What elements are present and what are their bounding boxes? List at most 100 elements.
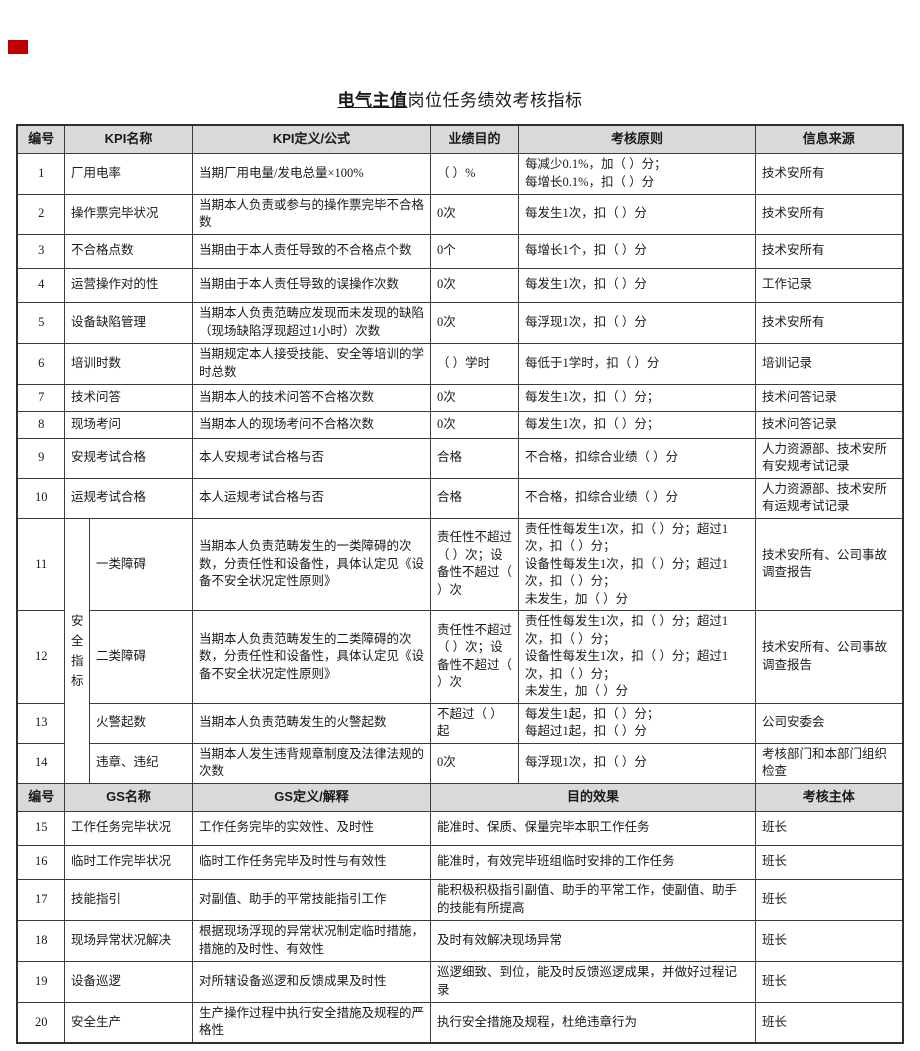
kpi-header-principle: 考核原则 (518, 124, 756, 154)
cell-principle: 每浮现1次，扣（ ）分 (518, 742, 756, 784)
cell-goal: 合格 (430, 477, 519, 519)
cell-effect: 能准时、保质、保量完毕本职工作任务 (430, 810, 756, 846)
cell-principle: 每浮现1次，扣（ ）分 (518, 301, 756, 344)
cell-subject: 班长 (755, 919, 903, 962)
safety-group-cell: 安全指标 (63, 517, 90, 784)
cell-goal: 0次 (430, 742, 519, 784)
kpi-header-def: KPI定义/公式 (192, 124, 431, 154)
cell-goal: 0次 (430, 383, 519, 412)
kpi-header-source: 信息来源 (755, 124, 903, 154)
cell-no: 1 (16, 152, 65, 195)
cell-subject: 班长 (755, 1001, 903, 1044)
gs-header-subject: 考核主体 (755, 782, 903, 812)
cell-principle: 每发生1次，扣（ ）分； (518, 383, 756, 412)
kpi-row-2: 2 操作票完毕状况 当期本人负责或参与的操作票完毕不合格数 0次 每发生1次，扣… (16, 193, 903, 235)
cell-name: 操作票完毕状况 (63, 193, 194, 235)
cell-goal: 责任性不超过（ ）次；设备性不超过（ ）次 (430, 610, 519, 704)
gs-header-row: 编号 GS名称 GS定义/解释 目的效果 考核主体 (16, 782, 903, 812)
cell-source: 技术安所有、公司事故调查报告 (755, 610, 903, 704)
cell-source: 技术安所有 (755, 193, 903, 235)
cell-no: 18 (16, 919, 65, 962)
gs-row-20: 20 安全生产 生产操作过程中执行安全措施及规程的严格性 执行安全措施及规程，杜… (16, 1001, 903, 1044)
title-rest: 岗位任务绩效考核指标 (407, 91, 583, 110)
kpi-row-10: 10 运规考试合格 本人运规考试合格与否 合格 不合格，扣综合业绩（ ）分 人力… (16, 477, 903, 519)
cell-def: 本人运规考试合格与否 (192, 477, 431, 519)
cell-def: 工作任务完毕的实效性、及时性 (192, 810, 431, 846)
cell-def: 当期规定本人接受技能、安全等培训的学时总数 (192, 342, 431, 385)
cell-def: 对所辖设备巡逻和反馈成果及时性 (192, 960, 431, 1003)
cell-def: 当期由于本人责任导致的不合格点个数 (192, 233, 431, 269)
kpi-table: 编号 KPI名称 KPI定义/公式 业绩目的 考核原则 信息来源 1 厂用电率 … (16, 124, 904, 1044)
cell-goal: 0次 (430, 193, 519, 235)
cell-name: 临时工作完毕状况 (63, 844, 194, 880)
cell-source: 技术安所有 (755, 301, 903, 344)
cell-principle: 每发生1起，扣（ ）分； 每超过1起，扣（ ）分 (518, 702, 756, 744)
cell-no: 14 (16, 742, 65, 784)
cell-source: 技术问答记录 (755, 410, 903, 439)
cell-source: 人力资源部、技术安所有安规考试记录 (755, 437, 903, 479)
cell-no: 4 (16, 267, 65, 303)
cell-source: 工作记录 (755, 267, 903, 303)
kpi-row-6: 6 培训时数 当期规定本人接受技能、安全等培训的学时总数 （ ）学时 每低于1学… (16, 342, 903, 385)
cell-def: 临时工作任务完毕及时性与有效性 (192, 844, 431, 880)
gs-row-15: 15 工作任务完毕状况 工作任务完毕的实效性、及时性 能准时、保质、保量完毕本职… (16, 810, 903, 846)
cell-effect: 能准时，有效完毕班组临时安排的工作任务 (430, 844, 756, 880)
cell-def: 本人安规考试合格与否 (192, 437, 431, 479)
cell-principle: 每发生1次，扣（ ）分； (518, 410, 756, 439)
kpi-row-9: 9 安规考试合格 本人安规考试合格与否 合格 不合格，扣综合业绩（ ）分 人力资… (16, 437, 903, 479)
cell-name: 现场考问 (63, 410, 194, 439)
cell-source: 公司安委会 (755, 702, 903, 744)
kpi-row-12: 12 二类障碍 当期本人负责范畴发生的二类障碍的次数，分责任性和设备性，具体认定… (16, 610, 903, 704)
cell-principle: 每减少0.1%，加（ ）分； 每增长0.1%，扣（ ）分 (518, 152, 756, 195)
cell-name: 运规考试合格 (63, 477, 194, 519)
cell-no: 17 (16, 878, 65, 921)
cell-def: 对副值、助手的平常技能指引工作 (192, 878, 431, 921)
cell-goal: （ ）% (430, 152, 519, 195)
kpi-row-5: 5 设备缺陷管理 当期本人负责范畴应发现而未发现的缺陷（现场缺陷浮现超过1小时）… (16, 301, 903, 344)
cell-def: 当期由于本人责任导致的误操作次数 (192, 267, 431, 303)
gs-row-19: 19 设备巡逻 对所辖设备巡逻和反馈成果及时性 巡逻细致、到位，能及时反馈巡逻成… (16, 960, 903, 1003)
gs-header-def: GS定义/解释 (192, 782, 431, 812)
kpi-header-no: 编号 (16, 124, 65, 154)
cell-no: 8 (16, 410, 65, 439)
kpi-row-1: 1 厂用电率 当期厂用电量/发电总量×100% （ ）% 每减少0.1%，加（ … (16, 152, 903, 195)
kpi-row-13: 13 火警起数 当期本人负责范畴发生的火警起数 不超过（ ）起 每发生1起，扣（… (16, 702, 903, 744)
cell-principle: 每发生1次，扣（ ）分 (518, 193, 756, 235)
cell-name: 设备缺陷管理 (63, 301, 194, 344)
cell-def: 生产操作过程中执行安全措施及规程的严格性 (192, 1001, 431, 1044)
kpi-row-7: 7 技术问答 当期本人的技术问答不合格次数 0次 每发生1次，扣（ ）分； 技术… (16, 383, 903, 412)
gs-row-16: 16 临时工作完毕状况 临时工作任务完毕及时性与有效性 能准时，有效完毕班组临时… (16, 844, 903, 880)
cell-source: 技术安所有 (755, 152, 903, 195)
cell-principle: 每增长1个，扣（ ）分 (518, 233, 756, 269)
cell-no: 6 (16, 342, 65, 385)
page-title: 电气主值岗位任务绩效考核指标 (0, 86, 920, 111)
cell-no: 7 (16, 383, 65, 412)
cell-name: 火警起数 (88, 702, 194, 744)
cell-source: 考核部门和本部门组织检查 (755, 742, 903, 784)
cell-no: 2 (16, 193, 65, 235)
gs-row-17: 17 技能指引 对副值、助手的平常技能指引工作 能积极积极指引副值、助手的平常工… (16, 878, 903, 921)
cell-name: 工作任务完毕状况 (63, 810, 194, 846)
cell-name: 运营操作对的性 (63, 267, 194, 303)
cell-no: 11 (16, 517, 65, 611)
cell-goal: 责任性不超过（ ）次；设备性不超过（ ）次 (430, 517, 519, 611)
cell-principle: 责任性每发生1次，扣（ ）分；超过1次，扣（ ）分； 设备性每发生1次，扣（ ）… (518, 610, 756, 704)
cell-effect: 巡逻细致、到位，能及时反馈巡逻成果，并做好过程记录 (430, 960, 756, 1003)
cell-principle: 不合格，扣综合业绩（ ）分 (518, 437, 756, 479)
gs-row-18: 18 现场异常状况解决 根据现场浮现的异常状况制定临时措施，措施的及时性、有效性… (16, 919, 903, 962)
cell-source: 培训记录 (755, 342, 903, 385)
cell-name: 一类障碍 (88, 517, 194, 611)
cell-def: 当期本人负责范畴发生的二类障碍的次数，分责任性和设备性，具体认定见《设备不安全状… (192, 610, 431, 704)
kpi-row-4: 4 运营操作对的性 当期由于本人责任导致的误操作次数 0次 每发生1次，扣（ ）… (16, 267, 903, 303)
cell-no: 13 (16, 702, 65, 744)
cell-def: 当期本人负责范畴发生的一类障碍的次数，分责任性和设备性，具体认定见《设备不安全状… (192, 517, 431, 611)
cell-name: 培训时数 (63, 342, 194, 385)
cell-subject: 班长 (755, 960, 903, 1003)
kpi-header-name: KPI名称 (63, 124, 194, 154)
cell-no: 12 (16, 610, 65, 704)
cell-name: 技能指引 (63, 878, 194, 921)
cell-def: 当期本人的现场考问不合格次数 (192, 410, 431, 439)
cell-def: 当期本人负责范畴发生的火警起数 (192, 702, 431, 744)
cell-def: 当期本人的技术问答不合格次数 (192, 383, 431, 412)
cell-principle: 不合格，扣综合业绩（ ）分 (518, 477, 756, 519)
